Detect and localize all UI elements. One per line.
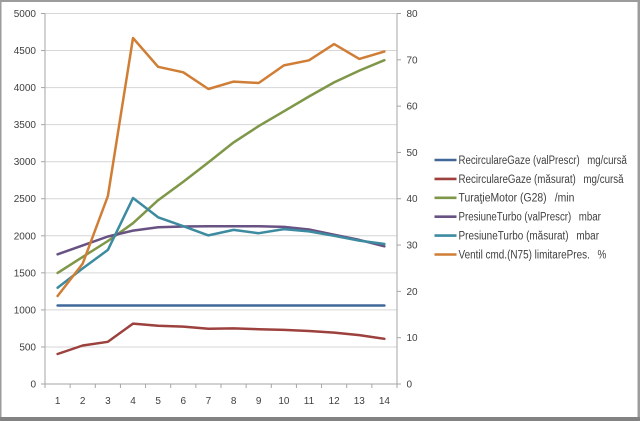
svg-text:70: 70 <box>407 55 419 66</box>
svg-text:50: 50 <box>407 148 419 159</box>
svg-text:1: 1 <box>55 396 61 407</box>
svg-text:RecirculareGaze (măsurat) mg/: RecirculareGaze (măsurat) mg/cursă <box>459 174 625 186</box>
svg-text:5: 5 <box>155 396 161 407</box>
svg-text:11: 11 <box>304 396 315 407</box>
svg-text:RecirculareGaze (valPrescr) m: RecirculareGaze (valPrescr) mg/cursă <box>459 155 628 167</box>
svg-text:14: 14 <box>379 396 391 407</box>
svg-text:3000: 3000 <box>14 157 37 168</box>
svg-text:40: 40 <box>407 194 419 205</box>
svg-text:2000: 2000 <box>14 231 37 242</box>
svg-text:PresiuneTurbo (valPrescr) mba: PresiuneTurbo (valPrescr) mbar <box>459 212 602 224</box>
svg-text:1500: 1500 <box>14 268 37 279</box>
svg-text:8: 8 <box>231 396 237 407</box>
svg-text:60: 60 <box>407 102 419 113</box>
svg-text:4000: 4000 <box>14 83 37 94</box>
svg-text:1000: 1000 <box>14 305 37 316</box>
svg-text:10: 10 <box>407 333 419 344</box>
svg-text:4: 4 <box>130 396 136 407</box>
svg-text:2: 2 <box>80 396 86 407</box>
svg-text:3: 3 <box>105 396 111 407</box>
svg-text:2500: 2500 <box>14 194 37 205</box>
svg-text:30: 30 <box>407 241 419 252</box>
svg-text:3500: 3500 <box>14 120 37 131</box>
svg-text:7: 7 <box>206 396 212 407</box>
svg-text:10: 10 <box>278 396 290 407</box>
svg-text:Ventil cmd.(N75) limitarePres.: Ventil cmd.(N75) limitarePres. % <box>459 249 607 261</box>
svg-text:20: 20 <box>407 287 419 298</box>
svg-text:9: 9 <box>256 396 262 407</box>
svg-text:0: 0 <box>30 380 36 391</box>
svg-text:6: 6 <box>181 396 187 407</box>
svg-text:4500: 4500 <box>14 46 37 57</box>
svg-text:80: 80 <box>407 9 419 20</box>
svg-text:500: 500 <box>19 342 36 353</box>
svg-text:12: 12 <box>329 396 341 407</box>
svg-text:13: 13 <box>354 396 366 407</box>
svg-text:5000: 5000 <box>14 9 37 20</box>
svg-text:TuraţieMotor (G28) /min: TuraţieMotor (G28) /min <box>459 193 575 205</box>
svg-text:PresiuneTurbo (măsurat) mbar: PresiuneTurbo (măsurat) mbar <box>459 231 600 243</box>
svg-text:0: 0 <box>407 380 413 391</box>
